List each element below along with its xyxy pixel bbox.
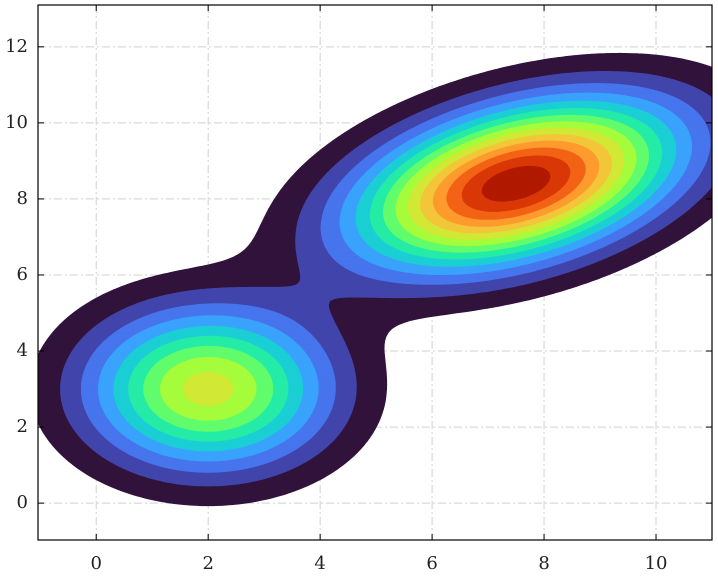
x-tick-label: 4 (314, 553, 325, 574)
y-tick-label: 12 (5, 36, 28, 57)
x-tick-label: 8 (538, 553, 549, 574)
x-tick-label: 6 (426, 553, 437, 574)
y-tick-label: 6 (17, 264, 28, 285)
x-tick-label: 0 (90, 553, 101, 574)
x-tick-label: 10 (645, 553, 668, 574)
x-tick-label: 2 (202, 553, 213, 574)
y-tick-label: 4 (17, 340, 28, 361)
y-tick-label: 2 (17, 416, 28, 437)
y-tick-label: 8 (17, 188, 28, 209)
y-tick-label: 0 (17, 492, 28, 513)
contour-band (481, 165, 551, 202)
plot-frame (37, 4, 713, 541)
y-tick-label: 10 (5, 112, 28, 133)
